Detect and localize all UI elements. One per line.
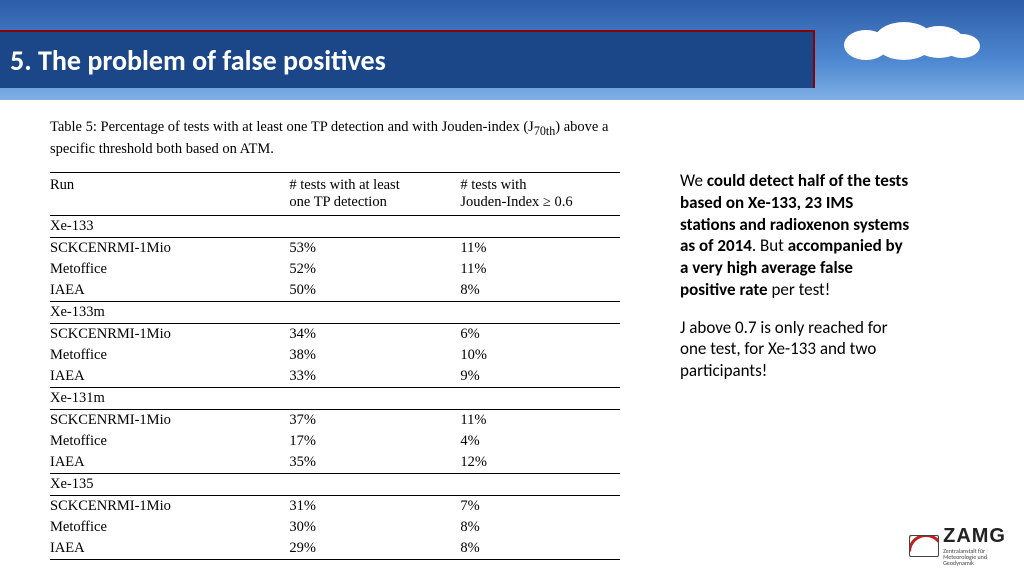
th-tp-l1: # tests with at least (289, 177, 399, 193)
cell-tp: 35% (289, 452, 460, 474)
table-caption: Table 5: Percentage of tests with at lea… (50, 118, 620, 158)
results-table: Run # tests with at least one TP detecti… (50, 172, 620, 560)
cell-j: 10% (460, 345, 620, 366)
side-paragraph-1: We could detect half of the tests based … (680, 170, 910, 301)
cell-j: 11% (460, 238, 620, 260)
cell-tp: 50% (289, 280, 460, 302)
cell-j: 11% (460, 410, 620, 432)
zamg-logo-icon (909, 535, 939, 557)
cell-tp: 29% (289, 538, 460, 560)
cloud-graphic (834, 12, 984, 62)
cell-j: 8% (460, 538, 620, 560)
logo-name: ZAMG (943, 525, 1006, 548)
table-body: Xe-133SCKCENRMI-1Mio53%11%Metoffice52%11… (50, 216, 620, 560)
cell-tp: 31% (289, 496, 460, 518)
cell-j: 12% (460, 452, 620, 474)
cell-tp: 38% (289, 345, 460, 366)
cell-j: 7% (460, 496, 620, 518)
cell-run: SCKCENRMI-1Mio (50, 324, 289, 346)
th-j-l2: Jouden-Index ≥ 0.6 (460, 194, 572, 210)
table-area: Table 5: Percentage of tests with at lea… (50, 118, 620, 560)
cell-j: 9% (460, 366, 620, 388)
cell-tp: 33% (289, 366, 460, 388)
cell-j: 4% (460, 431, 620, 452)
cell-run: IAEA (50, 280, 289, 302)
cell-run: IAEA (50, 538, 289, 560)
cell-run: IAEA (50, 366, 289, 388)
cell-run: Metoffice (50, 345, 289, 366)
main-content: Table 5: Percentage of tests with at lea… (50, 118, 974, 560)
cell-run: Metoffice (50, 431, 289, 452)
cell-tp: 30% (289, 517, 460, 538)
cell-run: SCKCENRMI-1Mio (50, 496, 289, 518)
cell-j: 8% (460, 517, 620, 538)
caption-lead: Table 5: Percentage of tests with at lea… (50, 119, 534, 135)
cell-tp: 53% (289, 238, 460, 260)
title-bar: 5. The problem of false positives (0, 30, 815, 88)
zamg-logo-text: ZAMG Zentralanstalt für Meteorologie und… (943, 525, 1006, 566)
th-j: # tests with Jouden-Index ≥ 0.6 (460, 173, 620, 216)
cell-j: 11% (460, 259, 620, 280)
th-tp-l2: one TP detection (289, 194, 386, 210)
cell-j: 8% (460, 280, 620, 302)
p1-c: . But (752, 235, 788, 256)
cell-run: Metoffice (50, 259, 289, 280)
table-group-header: Xe-135 (50, 474, 620, 496)
cell-tp: 34% (289, 324, 460, 346)
zamg-logo: ZAMG Zentralanstalt für Meteorologie und… (909, 525, 1006, 566)
p1-a: We (680, 170, 707, 191)
cell-tp: 17% (289, 431, 460, 452)
cell-j: 6% (460, 324, 620, 346)
table-group-header: Xe-131m (50, 388, 620, 410)
cell-run: Metoffice (50, 517, 289, 538)
slide: 5. The problem of false positives Table … (0, 0, 1024, 576)
th-run: Run (50, 173, 289, 216)
cell-run: SCKCENRMI-1Mio (50, 238, 289, 260)
th-tp: # tests with at least one TP detection (289, 173, 460, 216)
cell-tp: 52% (289, 259, 460, 280)
cell-run: SCKCENRMI-1Mio (50, 410, 289, 432)
slide-title: 5. The problem of false positives (10, 43, 386, 78)
caption-subscript: 70th (534, 124, 555, 138)
th-j-l1: # tests with (460, 177, 526, 193)
table-group-header: Xe-133 (50, 216, 620, 238)
p1-e: per test! (768, 279, 831, 300)
table-group-header: Xe-133m (50, 302, 620, 324)
side-text: We could detect half of the tests based … (620, 118, 910, 560)
side-paragraph-2: J above 0.7 is only reached for one test… (680, 317, 910, 382)
cell-tp: 37% (289, 410, 460, 432)
cell-run: IAEA (50, 452, 289, 474)
